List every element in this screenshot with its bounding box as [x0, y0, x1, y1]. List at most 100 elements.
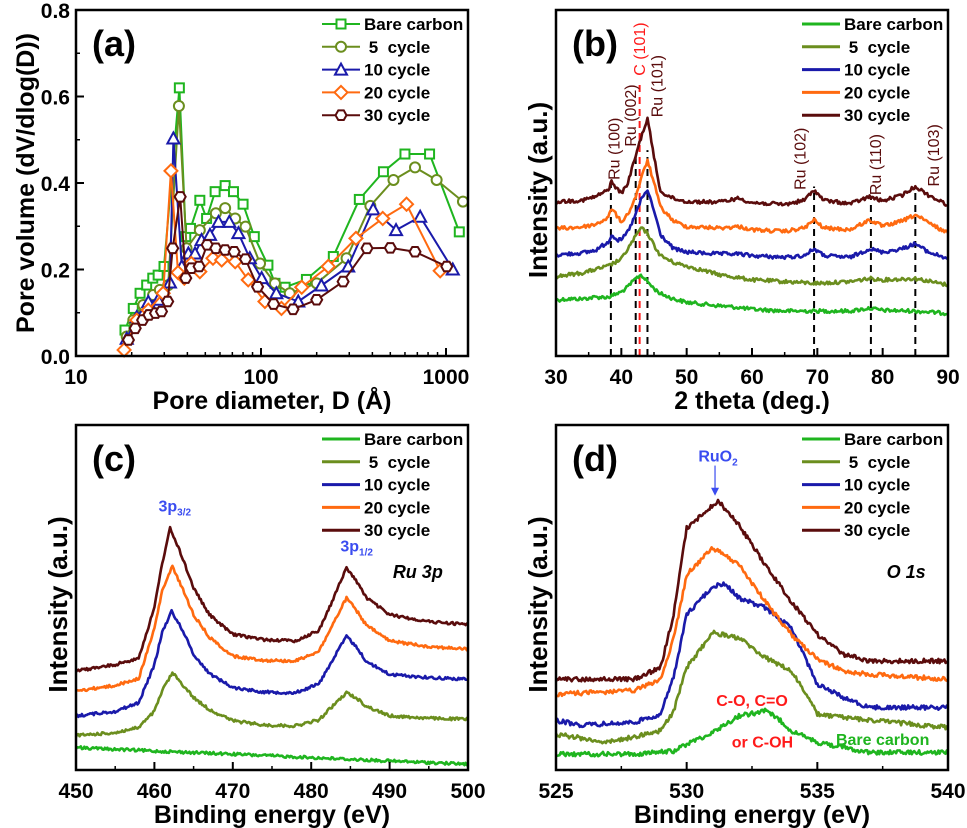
data-point — [399, 148, 411, 160]
x-tick-label: 10 — [64, 366, 87, 389]
x-tick-label: 460 — [137, 780, 172, 803]
peak-label: Ru (002) — [623, 84, 640, 146]
data-point — [179, 272, 193, 284]
data-point — [154, 305, 169, 318]
legend-label: 5 cycle — [364, 453, 430, 472]
data-point — [336, 275, 350, 288]
peak-label: Ru (102) — [793, 128, 810, 190]
annotation-text: or C-OH — [732, 735, 793, 752]
panel-label: (a) — [92, 23, 136, 64]
y-axis-title: Intensity (a.u.) — [523, 516, 553, 692]
x-tick-label: 90 — [936, 366, 959, 389]
data-point — [250, 281, 265, 293]
data-point — [266, 298, 281, 310]
legend-label: 10 cycle — [844, 476, 910, 495]
legend-label: 30 cycle — [844, 106, 910, 125]
data-point — [219, 202, 232, 215]
data-point — [365, 201, 381, 216]
x-tick-label: 60 — [740, 366, 763, 389]
data-point — [360, 242, 374, 255]
series-line-3 — [75, 564, 469, 693]
annotation-label: 3p1/2 — [340, 538, 373, 558]
data-point — [209, 186, 221, 198]
data-point — [430, 173, 443, 186]
data-point — [194, 194, 206, 206]
series-line-0 — [555, 273, 949, 317]
x-tick-label: 450 — [58, 780, 93, 803]
panel-b-xrd: 30 40 50 60 70 80 90 2 theta (deg.) Intensity (a… — [523, 8, 960, 415]
data-point — [408, 246, 422, 258]
x-tick-label: 535 — [800, 780, 835, 803]
data-point — [383, 242, 397, 254]
y-tick-label: 0.2 — [41, 260, 70, 283]
x-tick-label: 100 — [243, 366, 278, 389]
y-tick-label: 0.0 — [41, 346, 70, 369]
y-tick-label: 0.4 — [41, 173, 71, 196]
peak-label: Ru (103) — [926, 124, 943, 186]
y-tick-label: 0.6 — [41, 87, 70, 110]
data-point — [219, 180, 231, 192]
arrow-head-icon — [711, 487, 720, 496]
data-point — [327, 251, 339, 263]
legend-label: 5 cycle — [844, 453, 910, 472]
annotation-text: RuO — [698, 449, 732, 466]
x-axis-title: Binding energy (eV) — [154, 801, 390, 828]
data-point — [320, 258, 337, 275]
data-point — [172, 100, 185, 113]
series-line-1 — [555, 226, 949, 288]
data-point — [193, 224, 206, 237]
x-axis-title: 2 theta (deg.) — [674, 387, 830, 415]
series-line-2 — [75, 608, 469, 719]
panel-label: (d) — [572, 438, 618, 479]
panel-label: (b) — [572, 23, 618, 64]
legend-label: 10 cycle — [364, 61, 430, 80]
series-line-4 — [555, 116, 949, 207]
x-tick-label: 525 — [538, 780, 573, 803]
data-point — [185, 222, 197, 234]
annotation-label: RuO2 — [698, 449, 738, 469]
peak-label: C (101) — [632, 22, 649, 75]
legend-label: Bare carbon — [844, 430, 943, 449]
data-point — [134, 287, 146, 299]
data-point — [237, 198, 249, 210]
y-axis-title: Pore volume (dV/dlog(D)) — [12, 33, 40, 333]
data-point — [227, 246, 241, 258]
x-tick-label: 70 — [806, 366, 829, 389]
panel-a-pore-distribution: 10 100 1000 0.0 0.2 0.4 0.6 0.8 Pore diameter, D… — [12, 0, 469, 415]
data-point — [353, 193, 365, 205]
data-point — [293, 279, 310, 296]
data-point — [141, 279, 153, 291]
series-line-1 — [554, 629, 949, 745]
annotation-label: O 1s — [887, 562, 926, 582]
x-tick-label: 1000 — [423, 366, 470, 389]
annotation-text: Bare carbon — [836, 732, 929, 749]
annotation-label: C-O, C=O — [716, 693, 788, 710]
peak-label: Ru (101) — [650, 55, 667, 117]
data-point — [187, 245, 203, 260]
series-line-4 — [74, 525, 469, 673]
annotation-label: Ru 3p — [393, 562, 443, 582]
data-point — [221, 213, 237, 228]
peak-label: Ru (110) — [868, 134, 885, 195]
x-tick-label: 40 — [610, 366, 633, 389]
annotation-subscript: 2 — [732, 458, 738, 469]
annotation-label: 3p3/2 — [158, 498, 191, 518]
data-point — [424, 148, 436, 160]
data-point — [165, 130, 182, 145]
data-point — [218, 244, 232, 256]
panel-label: (c) — [92, 438, 136, 479]
legend-label: Bare carbon — [364, 430, 463, 449]
data-point — [210, 213, 227, 228]
data-point — [286, 303, 300, 316]
legend-label: 30 cycle — [844, 521, 910, 540]
annotation-text: 3p — [340, 538, 359, 555]
legend-label: 10 cycle — [364, 476, 430, 495]
data-point — [268, 277, 281, 290]
series-line-2 — [554, 581, 950, 729]
data-point — [161, 295, 175, 308]
legend-marker — [335, 18, 347, 30]
data-point — [213, 252, 230, 268]
data-point — [205, 250, 221, 267]
data-point — [377, 166, 389, 178]
